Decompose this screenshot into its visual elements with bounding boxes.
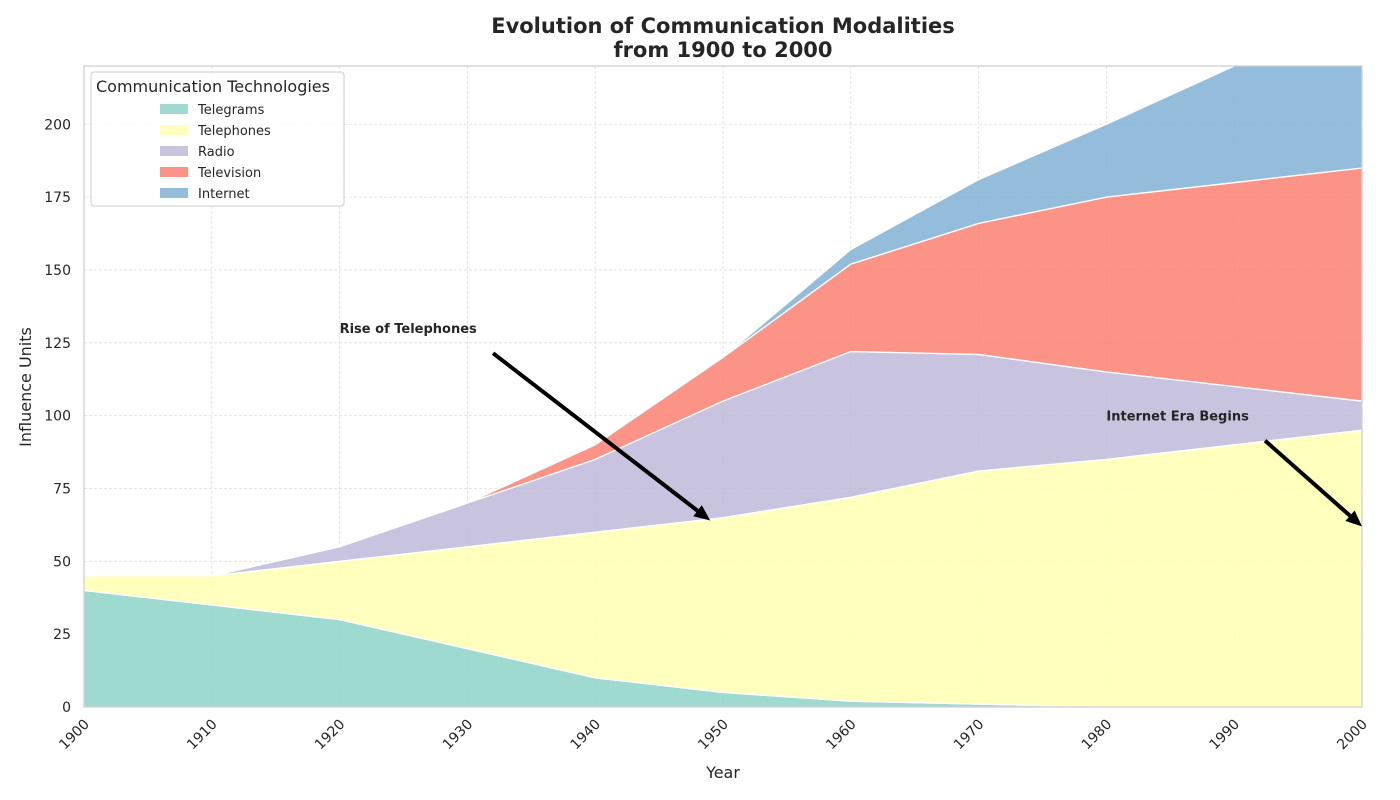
- legend-swatch: [160, 146, 188, 156]
- y-tick-label: 175: [44, 190, 71, 206]
- plot-frame: [83, 65, 1363, 708]
- legend-label: Telephones: [197, 124, 271, 139]
- y-tick-label: 0: [62, 700, 71, 716]
- annotation: Rise of Telephones: [340, 322, 477, 337]
- x-tick-label: 1950: [695, 717, 732, 754]
- annotation-arrow: [1263, 439, 1352, 518]
- annotation-arrowhead: [1345, 510, 1362, 527]
- legend-title: Communication Technologies: [96, 77, 330, 96]
- legend-swatch: [160, 125, 188, 135]
- x-tick-label: 1980: [1079, 717, 1116, 754]
- x-tick-label: 2000: [1334, 717, 1371, 754]
- y-tick-label: 25: [53, 627, 71, 643]
- x-tick-label: 1940: [568, 717, 605, 754]
- x-tick-label: 1920: [312, 717, 349, 754]
- y-axis-label: Influence Units: [16, 327, 35, 447]
- y-tick-label: 100: [44, 409, 71, 425]
- x-tick-label: 1970: [951, 717, 988, 754]
- annotation: Internet Era Begins: [1106, 410, 1249, 425]
- x-axis-label: Year: [705, 763, 740, 782]
- x-tick-label: 1900: [56, 717, 93, 754]
- legend-swatch: [160, 167, 188, 177]
- y-tick-label: 50: [53, 554, 71, 570]
- legend-swatch: [160, 188, 188, 198]
- legend-label: Telegrams: [197, 103, 265, 118]
- x-tick-label: 1910: [184, 717, 221, 754]
- y-tick-label: 125: [44, 336, 71, 352]
- y-tick-label: 150: [44, 263, 71, 279]
- area: [84, 66, 1362, 577]
- areas: [84, 66, 1362, 707]
- annotation-arrow: [491, 351, 699, 513]
- y-tick-label: 75: [53, 481, 71, 497]
- x-tick-label: 1990: [1207, 717, 1244, 754]
- annotation-arrowhead: [693, 505, 711, 521]
- y-tick-label: 200: [44, 117, 71, 133]
- legend-label: Radio: [198, 145, 235, 160]
- legend-label: Internet: [198, 187, 250, 202]
- legend-swatch: [160, 104, 188, 114]
- x-tick-label: 1960: [823, 717, 860, 754]
- legend-box: [90, 71, 345, 207]
- x-tick-label: 1930: [440, 717, 477, 754]
- legend-label: Television: [197, 166, 261, 181]
- chart-title: Evolution of Communication Modalities fr…: [491, 14, 955, 62]
